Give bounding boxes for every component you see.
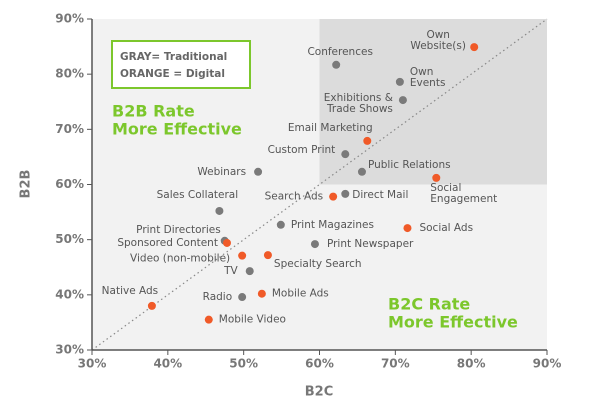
x-tick-label: 80% xyxy=(457,357,486,371)
point-label: Conferences xyxy=(307,46,372,58)
point xyxy=(310,240,319,249)
point xyxy=(263,251,272,260)
y-tick-label: 70% xyxy=(55,122,84,136)
point-label: Specialty Search xyxy=(274,258,362,270)
point xyxy=(398,96,407,105)
annotation: B2C Rate xyxy=(388,295,470,314)
point-label: TV xyxy=(223,265,238,277)
point xyxy=(257,289,266,298)
point-label: Mobile Video xyxy=(219,314,286,326)
point-label: Sales Collateral xyxy=(157,189,239,201)
point xyxy=(432,173,441,182)
y-tick-label: 40% xyxy=(55,287,84,301)
point xyxy=(276,220,285,229)
highlight-region xyxy=(319,19,547,185)
legend-box xyxy=(111,40,251,89)
y-tick-label: 50% xyxy=(55,232,84,246)
annotation: More Effective xyxy=(388,313,518,332)
point-label: Direct Mail xyxy=(352,189,408,201)
point xyxy=(204,315,213,324)
x-tick-label: 30% xyxy=(78,357,107,371)
point-label: Exhibitions & Trade Shows xyxy=(324,92,393,115)
point-label: Print Magazines xyxy=(291,219,374,231)
point xyxy=(403,224,412,233)
point xyxy=(341,189,350,198)
x-tick-label: 60% xyxy=(305,357,334,371)
annotation: B2B Rate xyxy=(112,102,195,121)
point xyxy=(222,238,231,247)
point-label: Webinars xyxy=(197,166,246,178)
point xyxy=(245,267,254,276)
point xyxy=(341,150,350,159)
legend-entry: ORANGE = Digital xyxy=(120,68,225,80)
y-axis-title: B2B xyxy=(19,170,34,199)
x-tick-label: 70% xyxy=(381,357,410,371)
point-label: Mobile Ads xyxy=(272,288,329,300)
x-tick-label: 50% xyxy=(229,357,258,371)
point xyxy=(395,77,404,86)
y-tick-label: 90% xyxy=(55,12,84,26)
point-label: Native Ads xyxy=(102,285,158,297)
point-label: Email Marketing xyxy=(288,122,373,134)
point-label: Own Website(s) xyxy=(410,29,466,52)
point-label: Print Newspaper xyxy=(327,238,414,250)
x-axis-title: B2C xyxy=(305,385,334,400)
legend-entry: GRAY= Traditional xyxy=(120,51,227,63)
y-tick-label: 30% xyxy=(55,343,84,357)
point-label: Social Engagement xyxy=(430,182,497,205)
point xyxy=(215,206,224,215)
point-label: Print Directories xyxy=(136,224,221,236)
point-label: Video (non-mobile) xyxy=(130,253,230,265)
point xyxy=(470,43,479,52)
point-label: Public Relations xyxy=(368,159,451,171)
annotation: More Effective xyxy=(112,120,242,139)
x-tick-label: 90% xyxy=(533,357,562,371)
point xyxy=(357,167,366,176)
point-label: Own Events xyxy=(410,66,446,89)
point-label: Custom Print xyxy=(268,144,336,156)
point-label: Sponsored Content xyxy=(117,237,218,249)
point-label: Social Ads xyxy=(419,222,473,234)
point xyxy=(254,167,263,176)
point xyxy=(238,293,247,302)
parity-line xyxy=(91,18,548,351)
point xyxy=(332,60,341,69)
point xyxy=(363,136,372,145)
point-label: Search Ads xyxy=(265,191,324,203)
point-label: Radio xyxy=(203,291,233,303)
point xyxy=(147,301,156,310)
point xyxy=(238,251,247,260)
x-tick-label: 40% xyxy=(153,357,182,371)
point xyxy=(329,192,338,201)
y-tick-label: 80% xyxy=(55,67,84,81)
y-tick-label: 60% xyxy=(55,177,84,191)
